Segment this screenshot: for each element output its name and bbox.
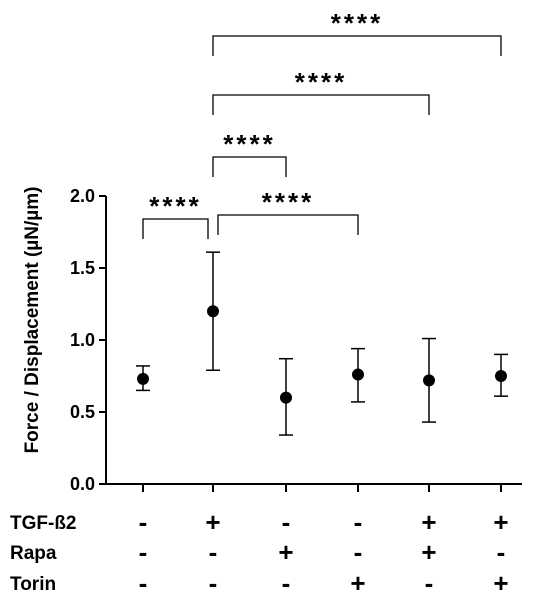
mean-point	[137, 372, 149, 385]
minus-sign: -	[425, 568, 434, 598]
condition-label: Torin	[10, 574, 56, 595]
plus-sign: +	[421, 537, 436, 567]
condition-label: TGF-ß2	[10, 513, 77, 534]
plus-sign: +	[493, 507, 508, 537]
data-layer	[136, 251, 508, 436]
plus-sign: +	[421, 507, 436, 537]
axes-layer: 0.0 0.5 1.0 1.5 2.0 Force / Displacement (µN/…	[22, 186, 522, 494]
conditions-layer: TGF-ß2- + - - + +Rapa - - + - + -Torin - - - + - +	[10, 507, 509, 598]
significance-bracket	[212, 156, 287, 177]
minus-sign: -	[282, 568, 291, 598]
minus-sign: -	[497, 537, 506, 567]
mean-point	[423, 374, 435, 387]
minus-sign: -	[139, 568, 148, 598]
mean-point	[352, 368, 364, 381]
minus-sign: -	[139, 537, 148, 567]
y-tick-label: 2.0	[70, 186, 95, 206]
significance-bracket	[217, 214, 359, 235]
plus-sign: +	[205, 507, 220, 537]
y-tick-label: 1.5	[70, 258, 95, 278]
significance-label: ****	[223, 129, 275, 159]
mean-point	[495, 370, 507, 382]
minus-sign: -	[139, 507, 148, 537]
condition-label: Rapa	[10, 543, 57, 564]
plus-sign: +	[493, 568, 508, 598]
y-tick-label: 0.0	[70, 474, 95, 494]
mean-point	[280, 391, 292, 404]
comparisons-layer: **** **** **** **** ****	[142, 8, 502, 239]
plus-sign: +	[350, 568, 365, 598]
minus-sign: -	[354, 507, 363, 537]
minus-sign: -	[282, 507, 291, 537]
y-tick-label: 0.5	[70, 402, 95, 422]
plus-sign: +	[278, 537, 293, 567]
y-tick-label: 1.0	[70, 330, 95, 350]
significance-bracket	[212, 35, 502, 56]
y-axis-title: Force / Displacement (µN/µm)	[22, 187, 43, 454]
significance-label: ****	[262, 187, 314, 217]
significance-bracket	[142, 218, 209, 239]
significance-bracket	[212, 94, 430, 115]
significance-label: ****	[149, 191, 201, 221]
minus-sign: -	[209, 537, 218, 567]
significance-label: ****	[295, 67, 347, 97]
minus-sign: -	[354, 537, 363, 567]
significance-label: ****	[331, 8, 383, 38]
mean-point	[207, 305, 219, 318]
minus-sign: -	[209, 568, 218, 598]
